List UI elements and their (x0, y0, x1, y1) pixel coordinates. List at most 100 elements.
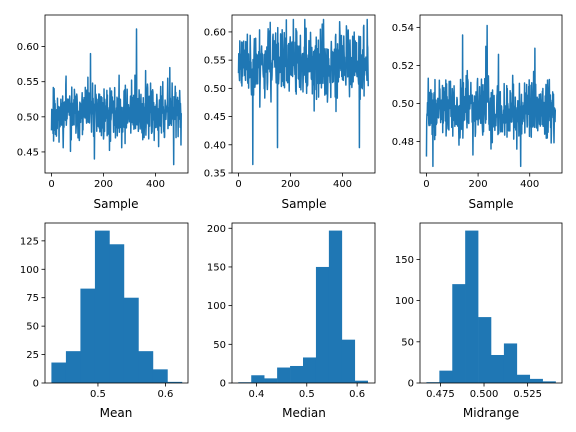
midrange-trace-xtick-label-2: 400 (520, 179, 539, 190)
mean-hist-panel: 0.5 0.6 0 25 50 75 100 125 Mean (20, 222, 189, 420)
mean-trace-line (50, 28, 182, 166)
midrange-hist-bar-0 (426, 382, 440, 383)
midrange-trace-xlabel: Sample (469, 197, 514, 211)
median-trace-xlabel: Sample (282, 197, 327, 211)
mean-hist-bar-0 (51, 362, 67, 383)
mean-hist-ytick-label-4: 100 (20, 265, 39, 276)
median-hist-bar-9 (354, 380, 368, 383)
mean-trace-xtick-label-0: 0 (48, 179, 54, 190)
median-hist-xtick-label-2: 0.6 (349, 389, 365, 400)
mean-hist-bar-2 (80, 288, 96, 383)
median-hist-xtick-label-0: 0.4 (248, 389, 264, 400)
midrange-hist-ytick-label-0: 0 (408, 379, 414, 390)
midrange-hist-xtick-label-0: 0.475 (426, 389, 455, 400)
mean-hist-axes: 0.5 0.6 0 25 50 75 100 125 (20, 222, 189, 400)
median-hist-ytick-label-0: 0 (220, 379, 226, 390)
midrange-hist-bar-3 (465, 230, 479, 383)
midrange-trace-frame (419, 14, 563, 174)
median-hist-ytick-label-4: 200 (207, 224, 226, 235)
midrange-hist-bar-6 (503, 343, 518, 383)
median-trace-xtick-label-1: 200 (281, 179, 300, 190)
median-hist-xlabel: Median (282, 406, 326, 420)
mean-hist-bar-6 (138, 351, 154, 383)
mean-hist-xlabel: Mean (100, 406, 133, 420)
mean-hist-bar-7 (152, 369, 168, 383)
mean-hist-ytick-label-3: 75 (26, 293, 39, 304)
mean-hist-bar-1 (65, 351, 81, 383)
mean-hist-bar-3 (94, 230, 110, 383)
mean-hist-ytick-label-5: 125 (20, 236, 39, 247)
median-hist-ytick-label-1: 50 (213, 340, 226, 351)
midrange-hist-xlabel: Midrange (463, 406, 519, 420)
median-trace-plot (237, 18, 369, 166)
median-hist-bar-8 (341, 339, 356, 383)
median-trace-line (237, 18, 369, 166)
median-trace-xtick-label-0: 0 (235, 179, 241, 190)
midrange-hist-bar-7 (516, 374, 531, 383)
midrange-hist-bar-2 (452, 284, 466, 383)
median-hist-frame (231, 222, 376, 384)
midrange-hist-xtick-label-1: 0.500 (470, 389, 499, 400)
mean-trace-ytick-label-2: 0.55 (17, 77, 39, 88)
midrange-trace-xtick-label-0: 0 (423, 179, 429, 190)
mean-hist-ytick-label-0: 0 (33, 379, 39, 390)
midrange-trace-ytick-label-0: 0.48 (392, 137, 414, 148)
median-trace-ytick-label-2: 0.45 (204, 112, 226, 123)
mean-hist-bar-4 (109, 244, 125, 383)
median-hist-bar-4 (290, 365, 304, 383)
midrange-hist-ytick-label-3: 150 (395, 255, 414, 266)
midrange-hist-plot (426, 230, 556, 383)
median-hist-ytick-label-3: 150 (207, 262, 226, 273)
median-hist-ytick-label-2: 100 (207, 301, 226, 312)
midrange-hist-panel: 0.475 0.500 0.525 0 50 100 150 Midrange (395, 222, 563, 420)
midrange-trace-ytick-label-2: 0.52 (392, 61, 414, 72)
mean-hist-frame (44, 222, 189, 384)
midrange-trace-xtick-label-1: 200 (469, 179, 488, 190)
midrange-trace-plot (425, 24, 557, 168)
mean-trace-plot (50, 28, 182, 166)
median-hist-xtick-label-1: 0.5 (299, 389, 315, 400)
midrange-hist-bar-8 (529, 378, 543, 383)
mean-trace-xtick-label-2: 400 (146, 179, 165, 190)
midrange-hist-bar-5 (491, 354, 505, 383)
midrange-trace-ytick-label-1: 0.50 (392, 99, 414, 110)
midrange-trace-panel: 0 200 400 0.48 0.50 0.52 0.54 Sample (392, 14, 563, 211)
mean-trace-xlabel: Sample (94, 197, 139, 211)
mean-hist-xtick-label-0: 0.5 (90, 389, 106, 400)
midrange-trace-line (425, 24, 557, 168)
median-hist-bar-5 (303, 357, 317, 383)
midrange-trace-ytick-label-3: 0.54 (392, 23, 414, 34)
median-trace-ytick-label-3: 0.50 (204, 84, 226, 95)
mean-hist-bar-8 (167, 381, 183, 383)
midrange-hist-bar-4 (478, 317, 492, 383)
mean-trace-frame (44, 14, 189, 174)
median-hist-bar-3 (277, 367, 291, 383)
midrange-hist-ytick-label-2: 100 (395, 296, 414, 307)
median-hist-panel: 0.4 0.5 0.6 0 50 100 150 200 Median (207, 222, 376, 420)
mean-trace-panel: 0 200 400 0.45 0.50 0.55 0.60 Sample (17, 14, 189, 211)
midrange-hist-bar-9 (542, 381, 556, 383)
mean-trace-ytick-label-3: 0.60 (17, 42, 39, 53)
median-trace-axes: 0 200 400 0.35 0.40 0.45 0.50 0.55 0.60 (204, 14, 376, 190)
mean-hist-ytick-label-1: 25 (26, 350, 39, 361)
median-hist-bar-1 (251, 375, 265, 383)
median-trace-frame (231, 14, 376, 174)
median-trace-ytick-label-5: 0.60 (204, 27, 226, 38)
median-hist-bar-7 (328, 230, 343, 383)
median-hist-bar-6 (315, 266, 330, 383)
median-trace-ytick-label-1: 0.40 (204, 140, 226, 151)
mean-trace-axes: 0 200 400 0.45 0.50 0.55 0.60 (17, 14, 189, 190)
midrange-trace-axes: 0 200 400 0.48 0.50 0.52 0.54 (392, 14, 563, 190)
mean-hist-plot (51, 230, 183, 383)
midrange-hist-bar-1 (439, 370, 453, 383)
mean-hist-bar-5 (123, 297, 139, 383)
midrange-hist-ytick-label-1: 50 (401, 337, 414, 348)
median-trace-ytick-label-0: 0.35 (204, 169, 226, 180)
median-hist-bar-2 (264, 378, 278, 383)
median-trace-panel: 0 200 400 0.35 0.40 0.45 0.50 0.55 0.60 Sample (204, 14, 376, 211)
mean-trace-ytick-label-1: 0.50 (17, 112, 39, 123)
mean-hist-ytick-label-2: 50 (26, 322, 39, 333)
midrange-hist-axes: 0.475 0.500 0.525 0 50 100 150 (395, 222, 563, 400)
midrange-hist-xtick-label-2: 0.525 (513, 389, 542, 400)
median-hist-plot (238, 230, 368, 383)
